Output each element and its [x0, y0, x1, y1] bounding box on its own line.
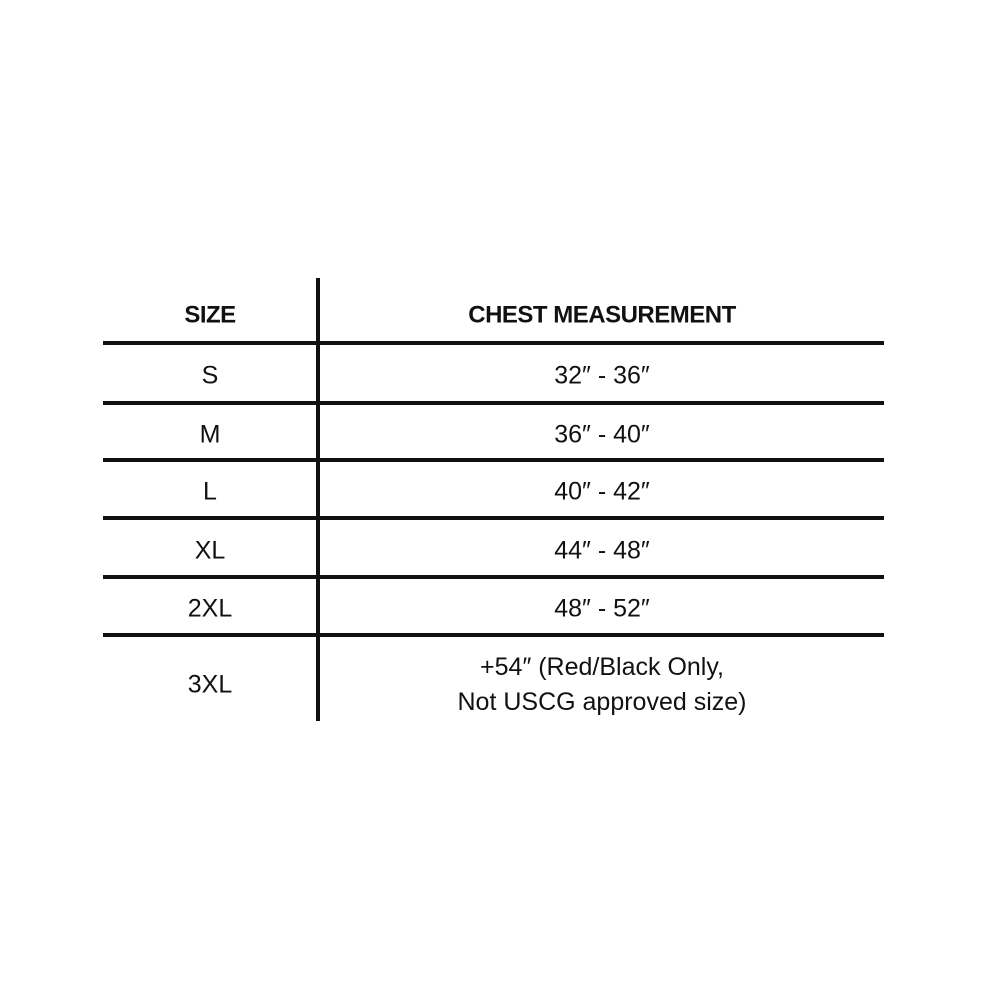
header-cell: SIZE	[184, 301, 236, 328]
cell: L	[203, 478, 217, 506]
cell-line: Not USCG approved size)	[457, 688, 746, 716]
cell: XL	[195, 537, 226, 565]
cell: 48″ - 52″	[554, 595, 650, 623]
cell: 40″ - 42″	[554, 478, 650, 506]
cell: 44″ - 48″	[554, 537, 650, 565]
cell: 2XL	[188, 595, 233, 623]
cell: S	[202, 362, 219, 390]
cell: 32″ - 36″	[554, 362, 650, 390]
cell: M	[200, 421, 221, 449]
cell-line: +54″ (Red/Black Only,	[480, 653, 724, 681]
header-cell: CHEST MEASUREMENT	[468, 301, 736, 328]
cell: 36″ - 40″	[554, 421, 650, 449]
cell: 3XL	[188, 671, 233, 699]
